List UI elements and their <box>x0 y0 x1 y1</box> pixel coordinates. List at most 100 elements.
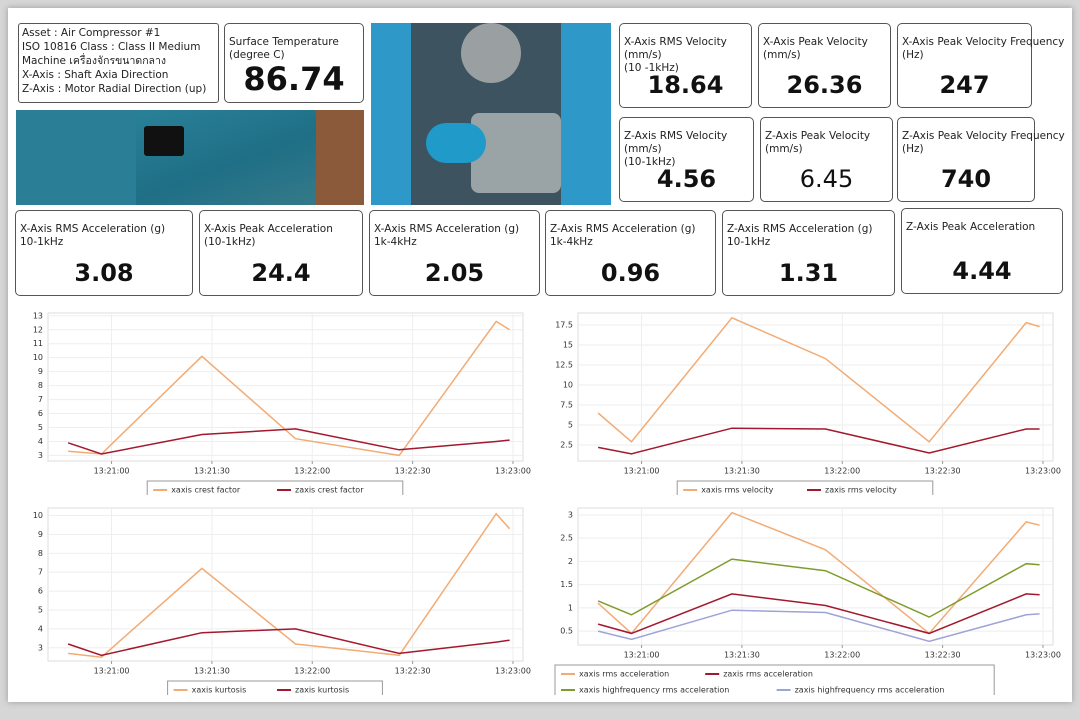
metric-label-line: (mm/s) <box>765 143 803 155</box>
y-tick-label: 9 <box>38 530 43 539</box>
metric-card: Surface Temperature (degree C) 86.74 <box>224 23 364 103</box>
series-line <box>67 428 510 455</box>
legend-label: xaxis rms velocity <box>701 486 773 495</box>
y-tick-label: 4 <box>38 437 43 446</box>
metric-card: Z-Axis Peak Acceleration 4.44 <box>901 208 1063 294</box>
metric-value: 247 <box>939 71 990 99</box>
legend-label: zaxis rms acceleration <box>723 670 813 679</box>
metric-label-line: (10 -1kHz) <box>624 62 679 74</box>
info-line: Asset : Air Compressor #1 <box>22 27 161 39</box>
metric-label-line: 10-1kHz <box>727 236 771 248</box>
metric-label: X-Axis RMS Acceleration (g) 1k-4kHz <box>370 211 539 249</box>
y-tick-label: 3 <box>38 643 43 652</box>
metric-label-line: X-Axis RMS Acceleration (g) <box>20 223 166 235</box>
x-tick-label: 13:22:30 <box>395 667 431 676</box>
metric-label: X-Axis Peak Velocity Frequency (Hz) <box>898 24 1064 62</box>
metric-card: X-Axis RMS Velocity (mm/s) (10 -1kHz) 18.64 <box>619 23 752 108</box>
metric-card: Z-Axis Peak Velocity Frequency (Hz) 740 <box>897 117 1065 202</box>
metric-label-line: Z-Axis Peak Acceleration <box>906 221 1036 233</box>
y-tick-label: 17.5 <box>555 321 573 330</box>
y-tick-label: 5 <box>568 421 573 430</box>
x-tick-label: 13:23:00 <box>1025 467 1061 476</box>
y-tick-label: 6 <box>38 409 43 418</box>
y-tick-label: 12 <box>33 325 43 334</box>
y-tick-label: 13 <box>33 311 43 320</box>
series-line <box>68 512 511 658</box>
line-chart: 3 4 5 6 7 8 9 10 11 12 13 13:21:00 13:21:30 13:22:00 1… <box>33 311 531 495</box>
x-tick-label: 13:22:00 <box>824 651 860 660</box>
y-tick-label: 10 <box>563 381 573 390</box>
legend-box <box>167 680 383 695</box>
metric-value: 6.45 <box>799 165 854 193</box>
y-tick-label: 2.5 <box>560 441 573 450</box>
info-line: Machine เครื่องจักรขนาดกลาง <box>22 55 167 67</box>
y-tick-label: 2.5 <box>560 534 573 543</box>
x-tick-label: 13:22:00 <box>294 467 330 476</box>
metric-label: X-Axis Peak Velocity (mm/s) <box>759 24 890 62</box>
line-chart: 2.5 5 7.5 10 12.5 15 17.5 13:21:00 13:21:30 13:22… <box>555 312 1061 495</box>
metric-label: Surface Temperature (degree C) <box>225 24 363 62</box>
plot-area <box>577 312 1054 462</box>
legend-label: zaxis kurtosis <box>295 686 349 695</box>
metric-value: 4.56 <box>656 165 717 193</box>
metric-label-line: X-Axis Peak Acceleration <box>204 223 333 235</box>
y-tick-label: 7 <box>38 568 43 577</box>
metric-label-line: (10-1kHz) <box>204 236 256 248</box>
y-tick-label: 4 <box>38 624 43 633</box>
info-line: ISO 10816 Class : Class II Medium <box>22 41 201 53</box>
line-chart: 0.5 1 1.5 2 2.5 3 13:21:00 13:21:30 13:22:00 13:2… <box>554 507 1061 695</box>
y-tick-label: 1 <box>568 603 573 612</box>
legend-label: xaxis highfrequency rms acceleration <box>579 686 729 695</box>
metric-label: Z-Axis Peak Velocity Frequency (Hz) <box>898 118 1065 156</box>
metric-label-line: X-Axis RMS Acceleration (g) <box>374 223 520 235</box>
legend: xaxis kurtosis zaxis kurtosis <box>167 680 383 695</box>
y-tick-label: 7 <box>38 395 43 404</box>
metric-label-line: (mm/s) <box>624 49 662 61</box>
metric-label: X-Axis RMS Acceleration (g) 10-1kHz <box>16 211 192 249</box>
x-tick-label: 13:21:30 <box>724 467 760 476</box>
metric-label-line: Z-Axis Peak Velocity Frequency <box>902 130 1065 142</box>
metric-label: Z-Axis Peak Velocity (mm/s) <box>761 118 892 156</box>
y-tick-label: 5 <box>38 606 43 615</box>
x-tick-label: 13:21:00 <box>624 651 660 660</box>
metric-label-line: Z-Axis RMS Acceleration (g) <box>550 223 696 235</box>
metric-card: Z-Axis RMS Acceleration (g) 10-1kHz 1.31 <box>722 210 895 296</box>
metric-label-line: Surface Temperature <box>229 36 339 48</box>
legend: xaxis crest factor zaxis crest factor <box>146 480 404 495</box>
metric-label-line: (degree C) <box>229 49 285 61</box>
y-tick-label: 7.5 <box>560 401 573 410</box>
plot-area <box>47 312 524 462</box>
metric-value: 18.64 <box>647 71 724 99</box>
info-line: X-Axis : Shaft Axia Direction <box>22 69 169 81</box>
metric-label-line: X-Axis Peak Velocity <box>763 36 868 48</box>
legend-box <box>146 480 404 495</box>
plot-area <box>47 507 524 662</box>
y-tick-label: 11 <box>33 339 43 348</box>
metric-card: Z-Axis Peak Velocity (mm/s) 6.45 <box>760 117 893 202</box>
series-line <box>67 628 510 657</box>
metric-label-line: (10-1kHz) <box>624 156 676 168</box>
x-tick-label: 13:21:00 <box>624 467 660 476</box>
metric-label-line: (Hz) <box>902 143 924 155</box>
metric-label: Z-Axis RMS Acceleration (g) 10-1kHz <box>723 211 894 249</box>
metric-label-line: Z-Axis Peak Velocity <box>765 130 871 142</box>
legend: xaxis rms acceleration zaxis rms accelera… <box>554 664 995 695</box>
x-tick-label: 13:23:00 <box>1025 651 1061 660</box>
y-tick-label: 2 <box>568 557 573 566</box>
y-tick-label: 5 <box>38 423 43 432</box>
legend-label: zaxis highfrequency rms acceleration <box>795 686 945 695</box>
metric-value: 3.08 <box>74 259 134 287</box>
x-tick-label: 13:22:00 <box>824 467 860 476</box>
series-line <box>597 316 1040 443</box>
metric-card: Z-Axis RMS Acceleration (g) 1k-4kHz 0.96 <box>545 210 716 296</box>
x-tick-label: 13:22:30 <box>395 467 431 476</box>
y-tick-label: 3 <box>568 510 573 519</box>
series-line <box>597 593 1040 635</box>
y-tick-label: 12.5 <box>555 361 573 370</box>
x-tick-label: 13:23:00 <box>495 667 531 676</box>
metric-label-line: (mm/s) <box>763 49 801 61</box>
legend-box <box>554 664 995 695</box>
metric-label-line: Z-Axis RMS Velocity <box>624 130 728 142</box>
y-tick-label: 10 <box>33 353 43 362</box>
